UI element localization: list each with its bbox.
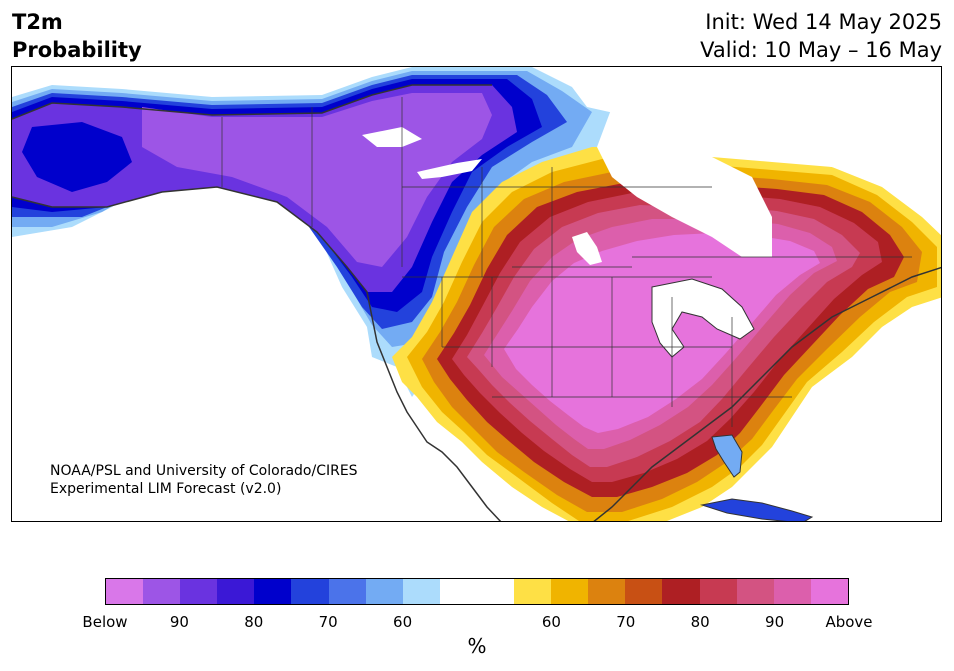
colorbar-swatch <box>439 579 477 604</box>
colorbar-unit: % <box>467 634 487 658</box>
colorbar-tick-label: 80 <box>244 613 264 631</box>
map-canvas: NOAA/PSL and University of Colorado/CIRE… <box>12 67 941 521</box>
great-lakes <box>651 278 755 358</box>
colorbar-swatch <box>625 579 663 604</box>
probability-map: NOAA/PSL and University of Colorado/CIRE… <box>11 66 942 522</box>
colorbar-swatch <box>476 579 515 604</box>
colorbar-swatch <box>699 579 737 604</box>
colorbar-swatch <box>106 579 144 604</box>
valid-range: Valid: 10 May – 16 May <box>700 38 942 62</box>
great-bear-lake <box>362 127 422 147</box>
colorbar-swatch <box>662 579 700 604</box>
colorbar-swatch <box>217 579 255 604</box>
colorbar-swatch <box>588 579 626 604</box>
colorbar-swatch <box>514 579 552 604</box>
great-slave-lake <box>417 159 482 179</box>
credit-line-1: NOAA/PSL and University of Colorado/CIRE… <box>50 463 358 479</box>
forecast-dates: Init: Wed 14 May 2025 Valid: 10 May – 16… <box>700 8 942 64</box>
colorbar-tick-label: 80 <box>690 613 710 631</box>
colorbar-swatch <box>551 579 589 604</box>
colorbar-tick-label: 60 <box>393 613 413 631</box>
coastline <box>12 84 941 521</box>
colorbar-tick-label: 70 <box>616 613 636 631</box>
colorbar-swatch <box>180 579 218 604</box>
florida <box>711 434 743 478</box>
cuba <box>700 498 814 521</box>
colorbar-swatch <box>254 579 292 604</box>
colorbar-tick-label: 70 <box>318 613 338 631</box>
colorbar-swatch <box>291 579 329 604</box>
colorbar-tick-label: Above <box>825 613 873 631</box>
colorbar-tick-label: 90 <box>169 613 189 631</box>
map-title: T2m Probability <box>12 10 142 62</box>
colorbar-swatch <box>773 579 811 604</box>
colorbar-swatch <box>328 579 366 604</box>
colorbar <box>105 578 849 605</box>
colorbar-swatch <box>365 579 403 604</box>
state-borders <box>221 97 912 427</box>
colorbar-swatch <box>810 579 848 604</box>
init-date: Init: Wed 14 May 2025 <box>705 10 942 34</box>
map-credit: NOAA/PSL and University of Colorado/CIRE… <box>50 463 358 497</box>
cold-spot-alaska <box>22 122 132 192</box>
hudson-bay-area <box>597 107 772 257</box>
colorbar-swatch <box>736 579 774 604</box>
colorbar-swatch <box>143 579 181 604</box>
colorbar-tick-label: Below <box>82 613 128 631</box>
credit-line-2: Experimental LIM Forecast (v2.0) <box>50 481 281 497</box>
colorbar-swatch <box>402 579 440 604</box>
arctic-white <box>572 72 892 177</box>
colorbar-tick-label: 90 <box>765 613 785 631</box>
colorbar-tick-label: 60 <box>541 613 561 631</box>
lake-winnipeg <box>572 232 602 265</box>
